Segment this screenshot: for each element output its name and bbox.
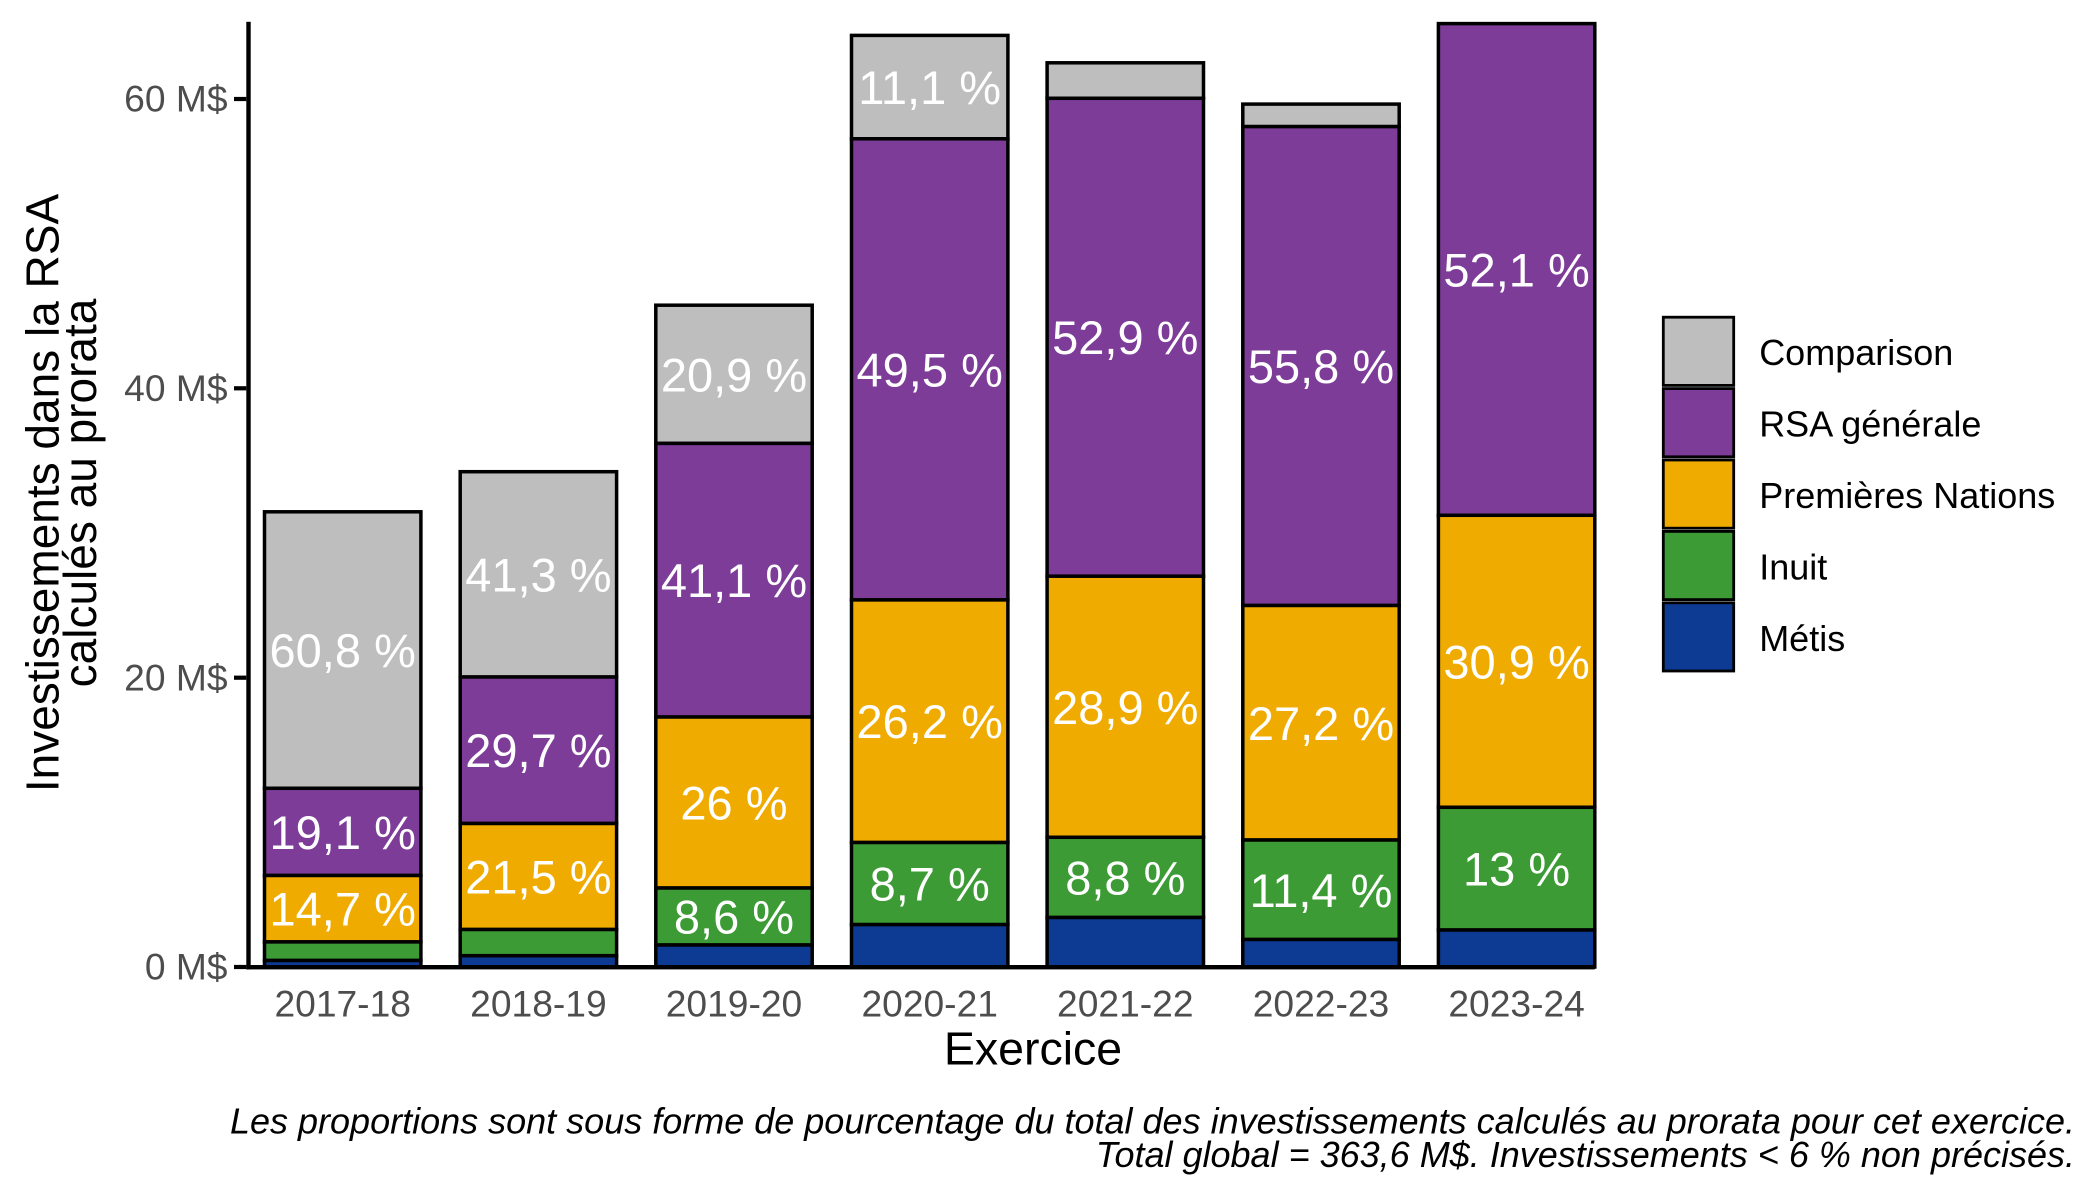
svg-text:11,4 %: 11,4 % [1250,864,1393,917]
svg-text:2021-22: 2021-22 [1057,982,1193,1024]
svg-text:Inuit: Inuit [1759,546,1827,587]
svg-text:20 M$: 20 M$ [124,656,228,698]
svg-text:19,1 %: 19,1 % [270,806,416,859]
svg-text:41,1 %: 41,1 % [661,554,807,607]
svg-text:2017-18: 2017-18 [274,982,410,1024]
svg-text:49,5 %: 49,5 % [857,343,1003,396]
svg-text:Comparison: Comparison [1759,332,1953,373]
svg-text:13 %: 13 % [1463,843,1570,896]
svg-text:0 M$: 0 M$ [145,946,228,988]
svg-text:60,8 %: 60,8 % [270,624,416,677]
svg-text:26 %: 26 % [680,777,787,830]
svg-text:26,2 %: 26,2 % [857,695,1003,748]
svg-text:Exercice: Exercice [944,1022,1122,1074]
svg-text:41,3 %: 41,3 % [465,548,611,601]
svg-text:52,1 %: 52,1 % [1443,243,1589,296]
svg-text:Investissements dans la RSA: Investissements dans la RSA [16,194,68,793]
svg-text:2019-20: 2019-20 [666,982,802,1024]
svg-text:8,8 %: 8,8 % [1065,851,1185,904]
svg-text:52,9 %: 52,9 % [1052,311,1198,364]
svg-text:8,6 %: 8,6 % [674,891,794,944]
svg-text:calculés au prorata: calculés au prorata [54,298,106,687]
svg-text:RSA générale: RSA générale [1759,404,1981,445]
svg-text:2023-24: 2023-24 [1448,982,1584,1024]
svg-text:Total global = 363,6 M$. Inves: Total global = 363,6 M$. Investissements… [1096,1134,2075,1175]
svg-text:40 M$: 40 M$ [124,367,228,409]
svg-text:28,9 %: 28,9 % [1052,681,1198,734]
svg-text:27,2 %: 27,2 % [1248,697,1394,750]
svg-text:55,8 %: 55,8 % [1248,340,1394,393]
svg-text:8,7 %: 8,7 % [870,858,990,911]
svg-text:Métis: Métis [1759,618,1845,659]
svg-text:2022-23: 2022-23 [1253,982,1389,1024]
svg-text:60 M$: 60 M$ [124,78,228,120]
svg-text:20,9 %: 20,9 % [661,348,807,401]
svg-text:29,7 %: 29,7 % [465,724,611,777]
svg-text:21,5 %: 21,5 % [465,851,611,904]
svg-text:14,7 %: 14,7 % [270,883,416,936]
svg-text:2018-19: 2018-19 [470,982,606,1024]
svg-text:2020-21: 2020-21 [861,982,997,1024]
svg-text:11,1 %: 11,1 % [858,61,1001,114]
svg-text:Les proportions sont sous form: Les proportions sont sous forme de pourc… [230,1101,2075,1142]
svg-text:Premières Nations: Premières Nations [1759,475,2055,516]
svg-text:30,9 %: 30,9 % [1443,635,1589,688]
